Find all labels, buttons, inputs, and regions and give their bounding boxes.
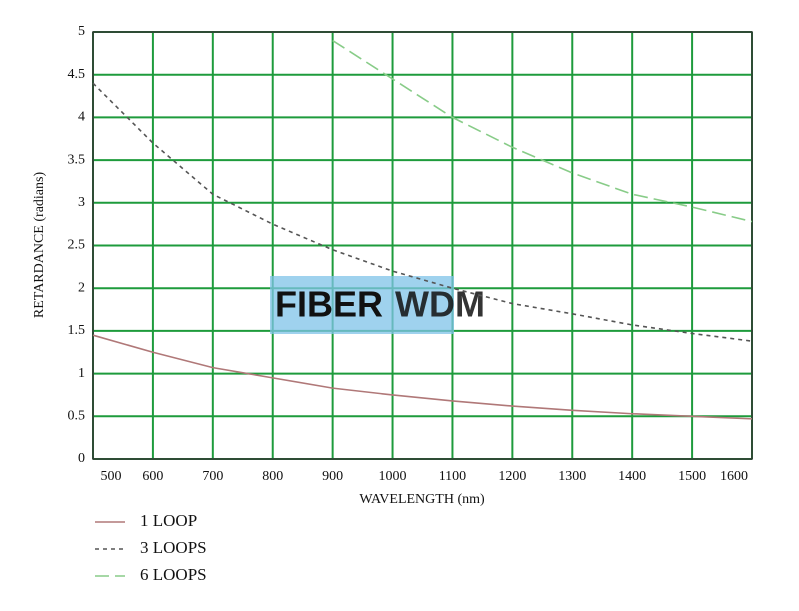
data-line [332,39,753,223]
x-tick-label: 1400 [618,469,646,484]
watermark-box [270,276,454,334]
x-tick-label: 800 [262,469,283,484]
x-tick-label: 500 [101,469,122,484]
x-tick-label: 1500 [678,469,706,484]
y-tick-label: 3.5 [68,152,86,167]
x-axis-label: WAVELENGTH (nm) [359,492,485,507]
y-tick-label: 1.5 [68,323,86,338]
x-tick-label: 600 [142,469,163,484]
plot-frame [92,31,753,460]
x-tick-label: 1100 [439,469,466,484]
x-tick-label: 900 [322,469,343,484]
y-axis-label: RETARDANCE (radians) [32,172,47,319]
y-tick-label: 3 [78,195,85,210]
data-line [92,334,753,420]
legend-label: 6 LOOPS [140,565,207,584]
watermark: WDM [395,284,485,325]
watermark: FIBER [275,284,383,325]
y-tick-label: 0 [78,451,85,466]
x-tick-label: 1300 [558,469,586,484]
y-tick-label: 5 [78,24,85,39]
x-tick-label: 1000 [379,469,407,484]
y-tick-label: 4.5 [68,67,86,82]
y-tick-label: 4 [78,110,85,125]
x-tick-label: 700 [202,469,223,484]
y-tick-label: 2.5 [68,238,86,253]
x-tick-label: 1600 [720,469,748,484]
x-tick-label: 1200 [498,469,526,484]
y-tick-label: 1 [78,366,85,381]
y-tick-label: 0.5 [68,409,86,424]
y-tick-label: 2 [78,280,85,295]
legend-label: 1 LOOP [140,511,197,530]
legend-label: 3 LOOPS [140,538,207,557]
